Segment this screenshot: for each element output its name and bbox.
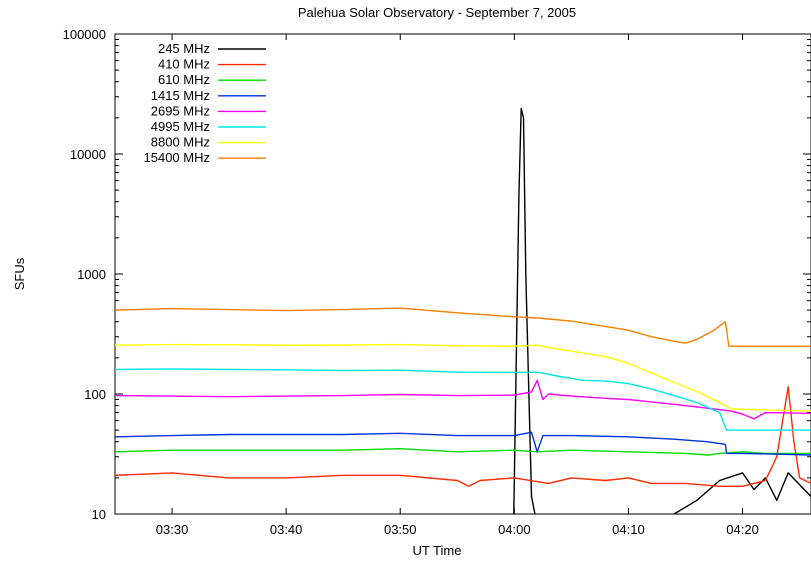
series-line-4995-mhz: [115, 368, 811, 431]
legend-label: 1415 MHz: [151, 88, 210, 103]
series-layer: [115, 107, 811, 514]
legend-label: 2695 MHz: [151, 103, 210, 118]
legend-label: 8800 MHz: [151, 135, 210, 150]
legend-label: 4995 MHz: [151, 119, 210, 134]
series-line-245-mhz: [513, 107, 811, 514]
y-tick-label: 1000: [77, 267, 106, 282]
x-tick-label: 04:20: [726, 522, 759, 537]
x-tick-label: 03:30: [156, 522, 189, 537]
x-tick-label: 03:50: [384, 522, 417, 537]
x-tick-label: 04:10: [612, 522, 645, 537]
y-tick-label: 100: [84, 387, 106, 402]
legend-label: 610 MHz: [158, 72, 210, 87]
series-line-410-mhz: [115, 386, 811, 487]
legend-label: 15400 MHz: [144, 150, 210, 165]
y-axis-label: SFUs: [12, 257, 27, 290]
y-tick-label: 10000: [70, 147, 106, 162]
series-line-15400-mhz: [115, 307, 811, 347]
series-line-2695-mhz: [115, 379, 811, 420]
legend-label: 245 MHz: [158, 41, 210, 56]
x-tick-label: 04:00: [498, 522, 531, 537]
y-tick-label: 100000: [63, 27, 106, 42]
y-tick-label: 10: [92, 507, 106, 522]
series-line-610-mhz: [115, 448, 811, 456]
chart-title: Palehua Solar Observatory - September 7,…: [298, 5, 576, 20]
series-line-8800-mhz: [115, 343, 811, 412]
x-tick-label: 03:40: [270, 522, 303, 537]
series-line-1415-mhz: [115, 431, 811, 456]
legend-label: 410 MHz: [158, 57, 210, 72]
axes: 03:30 03:40 03:50 04:00 04:10 04:20 10 100 1000 1…: [63, 27, 811, 537]
x-axis-label: UT Time: [413, 543, 462, 558]
